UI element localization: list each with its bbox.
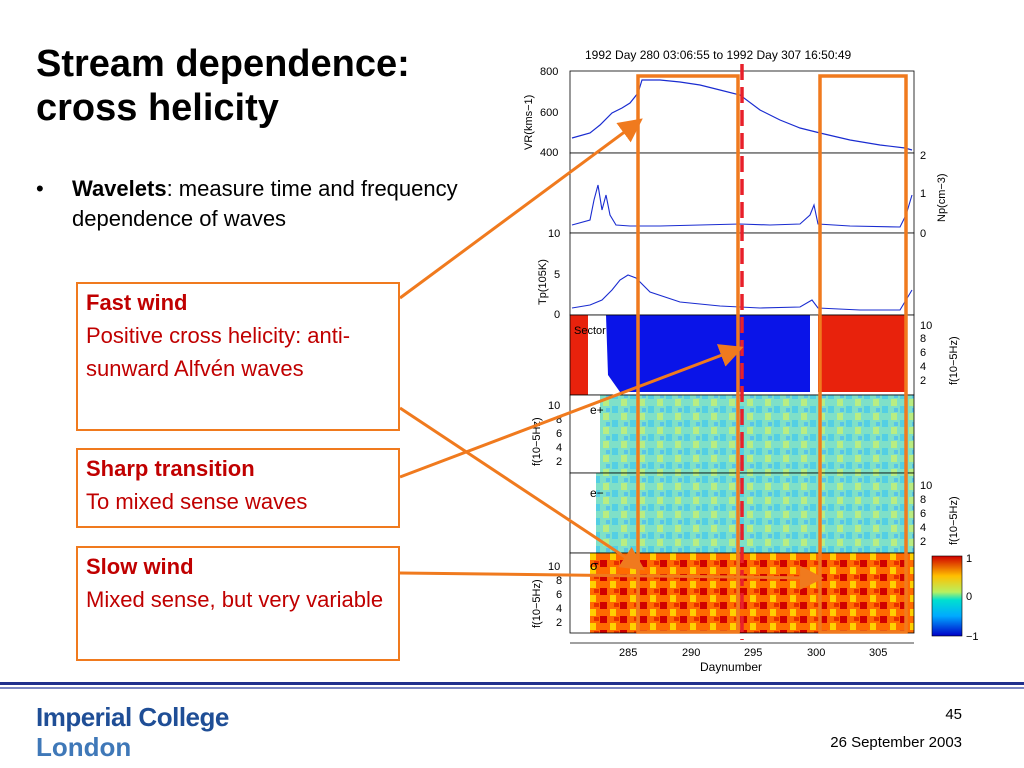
figure-header: 1992 Day 280 03:06:55 to 1992 Day 307 16… xyxy=(585,48,852,62)
x-tick-285: 285 xyxy=(619,647,637,659)
eminus-freq-tick-8: 8 xyxy=(920,494,926,506)
tp-tick-0: 0 xyxy=(554,309,560,321)
np-panel: 2 1 0 Np(cm−3) xyxy=(569,150,948,240)
sector-freq-tick-4: 4 xyxy=(920,361,926,373)
eplus-freq-tick-2: 2 xyxy=(556,456,562,468)
footer-divider-light xyxy=(0,687,1024,689)
sigma-freq-tick-4: 4 xyxy=(556,603,562,615)
bullet-bold: Wavelets xyxy=(72,176,167,201)
eplus-freq-tick-4: 4 xyxy=(556,442,562,454)
x-tick-300: 300 xyxy=(807,647,825,659)
footer-divider xyxy=(0,682,1024,685)
x-tick-305: 305 xyxy=(869,647,887,659)
sector-freq-tick-6: 6 xyxy=(920,347,926,359)
logo-line-2: London xyxy=(36,732,132,762)
eminus-freq-tick-2: 2 xyxy=(920,536,926,548)
eminus-label: e− xyxy=(590,486,604,500)
colorbar-gradient xyxy=(931,555,963,637)
bullet-text: Wavelets: measure time and frequency dep… xyxy=(72,174,462,234)
slow-wind-highlight xyxy=(818,74,908,634)
eminus-panel: e− 10 8 6 4 2 f(10−5Hz) xyxy=(569,472,960,554)
vr-tick-800: 800 xyxy=(540,66,558,78)
eminus-freq-tick-6: 6 xyxy=(920,508,926,520)
x-tick-290: 290 xyxy=(682,647,700,659)
colorbar-tick-neg1: −1 xyxy=(966,631,979,643)
vr-panel: 800 600 400 VR(kms−1) xyxy=(523,66,915,159)
sigma-freq-tick-2: 2 xyxy=(556,617,562,629)
title-line-1: Stream dependence: xyxy=(36,43,410,85)
sector-freq-tick-2: 2 xyxy=(920,375,926,387)
x-tick-295: 295 xyxy=(744,647,762,659)
sigma-freq-axis-label: f(10−5Hz) xyxy=(531,579,543,628)
eminus-freq-axis-label: f(10−5Hz) xyxy=(948,496,960,545)
sector-red-slow xyxy=(818,315,905,392)
tp-tick-10: 10 xyxy=(548,228,560,240)
sharp-transition-box: Sharp transition To mixed sense waves xyxy=(76,448,400,528)
sigma-label: σ xyxy=(590,558,598,573)
eplus-panel: e+ 10 8 6 4 2 f(10−5Hz) xyxy=(531,394,915,474)
sigma-gap xyxy=(570,553,590,633)
vr-trace xyxy=(571,79,913,151)
eplus-freq-tick-6: 6 xyxy=(556,428,562,440)
tp-panel: 10 5 0 Tp(105K) xyxy=(537,228,915,321)
eplus-freq-tick-10: 10 xyxy=(548,400,560,412)
fast-wind-text: Positive cross helicity: anti-sunward Al… xyxy=(86,323,351,381)
bullet-rest: : measure time and frequency dependence … xyxy=(72,176,458,231)
fast-wind-box: Fast wind Positive cross helicity: anti-… xyxy=(76,282,400,431)
sigma-freq-tick-6: 6 xyxy=(556,589,562,601)
slide-date: 26 September 2003 xyxy=(830,734,962,751)
np-axis-label: Np(cm−3) xyxy=(936,173,948,222)
sharp-transition-text: To mixed sense waves xyxy=(86,489,308,514)
sector-freq-tick-10: 10 xyxy=(920,320,932,332)
x-axis-label: Daynumber xyxy=(700,660,762,674)
tp-tick-5: 5 xyxy=(554,269,560,281)
eplus-freq-axis-label: f(10−5Hz) xyxy=(531,417,543,466)
np-tick-0: 0 xyxy=(920,228,926,240)
vr-axis-label: VR(kms−1) xyxy=(523,95,535,150)
colorbar-tick-0: 0 xyxy=(966,591,972,603)
title-line-2: cross helicity xyxy=(36,87,279,129)
sector-panel: Sector 10 8 6 4 2 f(10−5Hz) xyxy=(569,314,960,396)
vr-tick-600: 600 xyxy=(540,107,558,119)
eminus-freq-tick-4: 4 xyxy=(920,522,926,534)
sigma-freq-tick-10: 10 xyxy=(548,561,560,573)
fast-wind-heading: Fast wind xyxy=(86,290,188,315)
colorbar: 1 0 −1 xyxy=(931,553,979,643)
page-number: 45 xyxy=(945,706,962,723)
eminus-freq-tick-10: 10 xyxy=(920,480,932,492)
sigma-panel: σ 10 8 6 4 2 f(10−5Hz) xyxy=(531,552,915,634)
colorbar-tick-1: 1 xyxy=(966,553,972,565)
eplus-label: e+ xyxy=(590,403,604,417)
eplus-freq-tick-8: 8 xyxy=(556,414,562,426)
sector-freq-tick-8: 8 xyxy=(920,333,926,345)
slow-wind-heading: Slow wind xyxy=(86,554,194,579)
sharp-transition-heading: Sharp transition xyxy=(86,456,255,481)
sigma-freq-tick-8: 8 xyxy=(556,575,562,587)
logo-line-1: Imperial College xyxy=(36,702,229,732)
np-tick-1: 1 xyxy=(920,188,926,200)
tp-axis-label: Tp(105K) xyxy=(537,259,549,305)
bullet-marker: • xyxy=(36,176,44,201)
sector-freq-axis-label: f(10−5Hz) xyxy=(948,336,960,385)
eminus-gap xyxy=(570,473,596,553)
x-axis: 285 290 295 300 305 Daynumber xyxy=(570,642,914,674)
slow-wind-text: Mixed sense, but very variable xyxy=(86,587,384,612)
slide-title: Stream dependence: cross helicity xyxy=(36,42,506,130)
np-tick-2: 2 xyxy=(920,150,926,162)
vr-tick-400: 400 xyxy=(540,147,558,159)
sector-label: Sector xyxy=(574,325,606,337)
slow-wind-box: Slow wind Mixed sense, but very variable xyxy=(76,546,400,661)
